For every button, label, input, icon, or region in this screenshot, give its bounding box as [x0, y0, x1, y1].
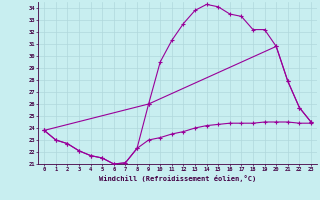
- X-axis label: Windchill (Refroidissement éolien,°C): Windchill (Refroidissement éolien,°C): [99, 175, 256, 182]
